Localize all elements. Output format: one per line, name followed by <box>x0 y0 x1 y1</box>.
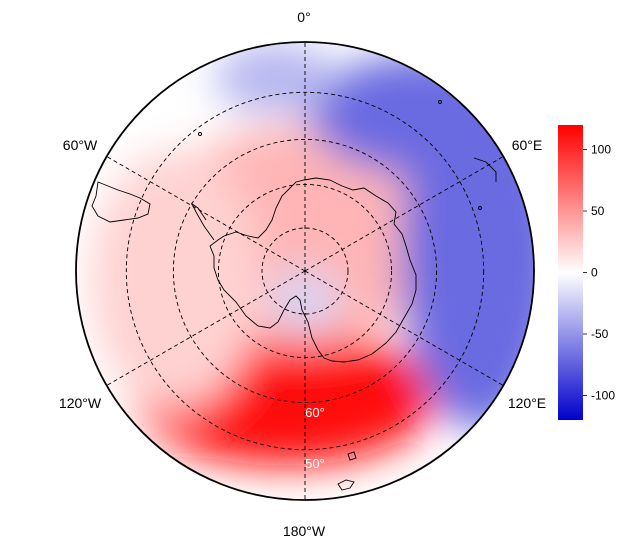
coast-south-america <box>91 181 151 223</box>
colorbar-tick-label--50: -50 <box>591 327 609 341</box>
lon-label-60e: 60°E <box>512 137 543 153</box>
colorbar-ticks: 100 50 0 -50 -100 <box>583 143 615 402</box>
coast-africa-tip <box>473 157 497 182</box>
graticule-lat-80 <box>261 227 349 315</box>
colorbar-tick-label--100: -100 <box>591 388 615 402</box>
coast-antarctica <box>209 177 417 363</box>
map-boundary <box>75 41 535 501</box>
coastlines <box>91 100 497 491</box>
lat-label-50: 50° <box>305 456 325 471</box>
colorbar: 100 50 0 -50 -100 <box>558 125 615 420</box>
graticule <box>106 42 504 500</box>
graticule-lat-60 <box>172 138 438 404</box>
colorbar-tick-label-0: 0 <box>591 266 598 280</box>
lon-label-60w: 60°W <box>63 137 98 153</box>
coast-new-zealand <box>337 479 355 491</box>
graticule-meridian-120 <box>304 270 504 386</box>
lat-label-60: 60° <box>305 405 325 420</box>
lon-label-120w: 120°W <box>59 395 102 411</box>
lon-label-0: 0° <box>297 9 310 25</box>
coast-antarctic-peninsula <box>190 202 215 241</box>
lon-label-120e: 120°E <box>508 395 546 411</box>
anomaly-west-positive <box>90 150 260 410</box>
graticule-meridian-60 <box>304 156 504 272</box>
graticule-meridian-240 <box>106 270 306 386</box>
graticule-meridian-300 <box>106 156 306 272</box>
colorbar-tick-label-100: 100 <box>591 143 611 157</box>
coast-island-marion <box>438 100 442 104</box>
coast-island-south-georgia <box>198 132 202 136</box>
coast-island-kerguelen <box>478 206 482 210</box>
coast-tasmania <box>347 451 357 461</box>
lon-label-180w: 180°W <box>283 523 326 539</box>
colorbar-tick-label-50: 50 <box>591 204 605 218</box>
anomaly-field <box>76 42 534 500</box>
colorbar-gradient <box>558 125 583 420</box>
